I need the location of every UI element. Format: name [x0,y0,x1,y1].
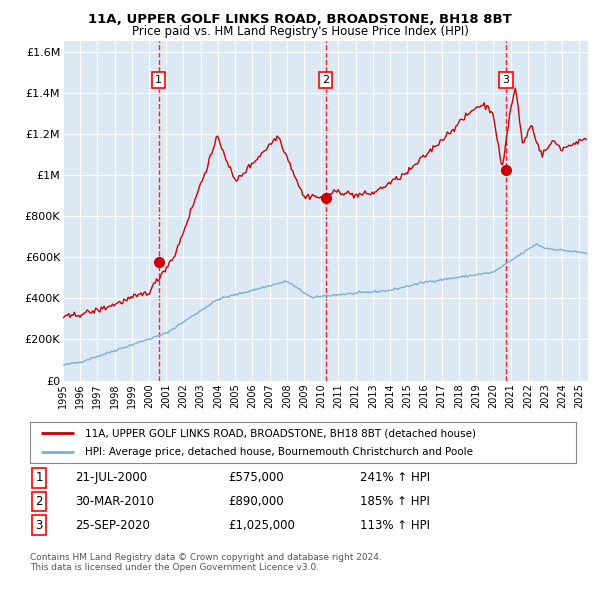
Text: HPI: Average price, detached house, Bournemouth Christchurch and Poole: HPI: Average price, detached house, Bour… [85,447,473,457]
Text: 2: 2 [322,76,329,86]
Text: Contains HM Land Registry data © Crown copyright and database right 2024.: Contains HM Land Registry data © Crown c… [30,553,382,562]
Text: £1,025,000: £1,025,000 [228,519,295,532]
Text: £575,000: £575,000 [228,471,284,484]
Text: 11A, UPPER GOLF LINKS ROAD, BROADSTONE, BH18 8BT (detached house): 11A, UPPER GOLF LINKS ROAD, BROADSTONE, … [85,428,476,438]
Text: Price paid vs. HM Land Registry's House Price Index (HPI): Price paid vs. HM Land Registry's House … [131,25,469,38]
Text: 2: 2 [35,495,43,508]
Text: 1: 1 [35,471,43,484]
Text: 113% ↑ HPI: 113% ↑ HPI [360,519,430,532]
Text: This data is licensed under the Open Government Licence v3.0.: This data is licensed under the Open Gov… [30,563,319,572]
Text: 3: 3 [35,519,43,532]
Text: 25-SEP-2020: 25-SEP-2020 [75,519,150,532]
Text: 241% ↑ HPI: 241% ↑ HPI [360,471,430,484]
Text: 30-MAR-2010: 30-MAR-2010 [75,495,154,508]
Text: 185% ↑ HPI: 185% ↑ HPI [360,495,430,508]
Text: 11A, UPPER GOLF LINKS ROAD, BROADSTONE, BH18 8BT: 11A, UPPER GOLF LINKS ROAD, BROADSTONE, … [88,13,512,26]
Text: 3: 3 [502,76,509,86]
Text: 1: 1 [155,76,162,86]
Text: £890,000: £890,000 [228,495,284,508]
Text: 21-JUL-2000: 21-JUL-2000 [75,471,147,484]
